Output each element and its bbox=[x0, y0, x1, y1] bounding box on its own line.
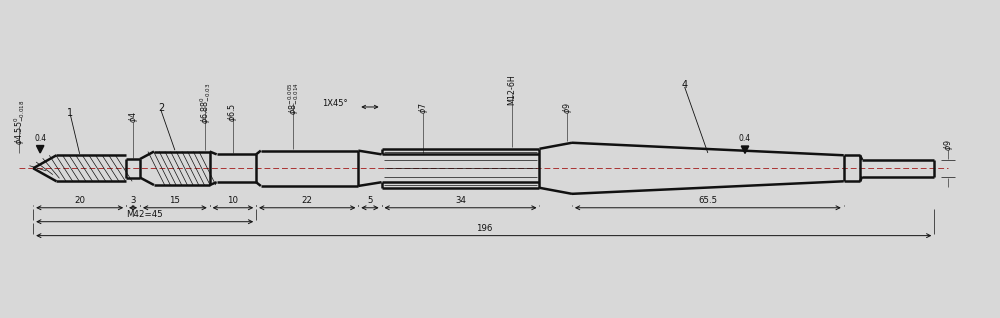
Text: 22: 22 bbox=[302, 197, 313, 205]
Text: $\phi$7: $\phi$7 bbox=[417, 102, 430, 114]
Text: 0.4: 0.4 bbox=[34, 134, 46, 143]
Text: $\phi$9: $\phi$9 bbox=[942, 139, 955, 151]
Polygon shape bbox=[741, 146, 749, 153]
Text: 15: 15 bbox=[169, 197, 180, 205]
Text: $\phi$4: $\phi$4 bbox=[127, 111, 140, 123]
Text: $\phi$9: $\phi$9 bbox=[561, 102, 574, 114]
Text: 1: 1 bbox=[67, 107, 73, 118]
Text: 65.5: 65.5 bbox=[698, 197, 717, 205]
Text: 5: 5 bbox=[367, 197, 373, 205]
Text: 2: 2 bbox=[158, 103, 164, 113]
Text: 1X45°: 1X45° bbox=[322, 99, 348, 108]
Text: 4: 4 bbox=[682, 80, 688, 90]
Text: 196: 196 bbox=[476, 224, 492, 233]
Text: M12-6H: M12-6H bbox=[507, 74, 516, 105]
Text: $\phi$4.55$^0_{-0.018}$: $\phi$4.55$^0_{-0.018}$ bbox=[12, 99, 27, 145]
Polygon shape bbox=[36, 146, 44, 153]
Text: $\phi$6.88$^0_{-0.03}$: $\phi$6.88$^0_{-0.03}$ bbox=[198, 82, 213, 124]
Text: 10: 10 bbox=[227, 197, 238, 205]
Text: $\phi$8$^{-0.005}_{-0.014}$: $\phi$8$^{-0.005}_{-0.014}$ bbox=[286, 82, 301, 115]
Text: M42=45: M42=45 bbox=[126, 211, 163, 219]
Text: $\phi$6.5: $\phi$6.5 bbox=[226, 103, 239, 122]
Text: 34: 34 bbox=[455, 197, 466, 205]
Text: 3: 3 bbox=[130, 197, 136, 205]
Text: 20: 20 bbox=[74, 197, 85, 205]
Text: 0.4: 0.4 bbox=[739, 134, 751, 143]
